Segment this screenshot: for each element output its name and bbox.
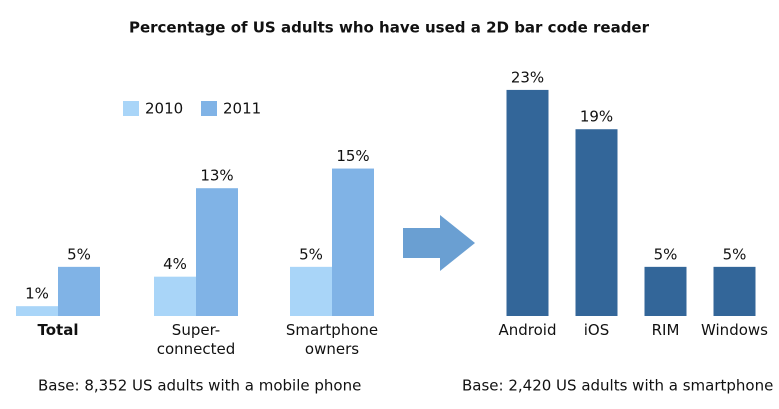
bar xyxy=(290,266,332,316)
value-label: 5% xyxy=(67,245,91,263)
note: Base: 8,352 US adults with a mobile phon… xyxy=(38,377,361,395)
x-tick-label: Smartphone owners xyxy=(286,321,378,358)
note: Base: 2,420 US adults with a smartphone xyxy=(462,377,773,395)
legend-swatch xyxy=(201,101,217,116)
bar xyxy=(58,266,100,316)
value-label: 5% xyxy=(654,245,678,263)
x-tick-label: Android xyxy=(499,321,557,339)
bar xyxy=(644,266,687,316)
bar xyxy=(575,129,618,316)
legend-label: 2010 xyxy=(145,100,183,118)
bar xyxy=(506,89,549,316)
legend-label: 2011 xyxy=(223,100,261,118)
bar xyxy=(196,188,238,316)
value-label: 23% xyxy=(511,68,544,86)
arrow xyxy=(403,215,475,271)
x-tick-label: Total xyxy=(38,321,79,339)
value-label: 13% xyxy=(200,167,233,185)
x-tick-label: iOS xyxy=(584,321,610,339)
value-label: 5% xyxy=(723,245,747,263)
chart-title: Percentage of US adults who have used a … xyxy=(129,19,650,37)
value-label: 4% xyxy=(163,255,187,273)
bar xyxy=(713,266,756,316)
legend-swatch xyxy=(123,101,139,116)
bar xyxy=(154,276,196,316)
value-label: 1% xyxy=(25,285,49,303)
x-tick-label: Super-connected xyxy=(157,321,236,358)
value-label: 15% xyxy=(336,147,369,165)
bar xyxy=(16,306,58,316)
value-label: 5% xyxy=(299,245,323,263)
x-tick-label: Windows xyxy=(701,321,768,339)
bar xyxy=(332,168,374,316)
x-tick-label: RIM xyxy=(652,321,680,339)
value-label: 19% xyxy=(580,108,613,126)
